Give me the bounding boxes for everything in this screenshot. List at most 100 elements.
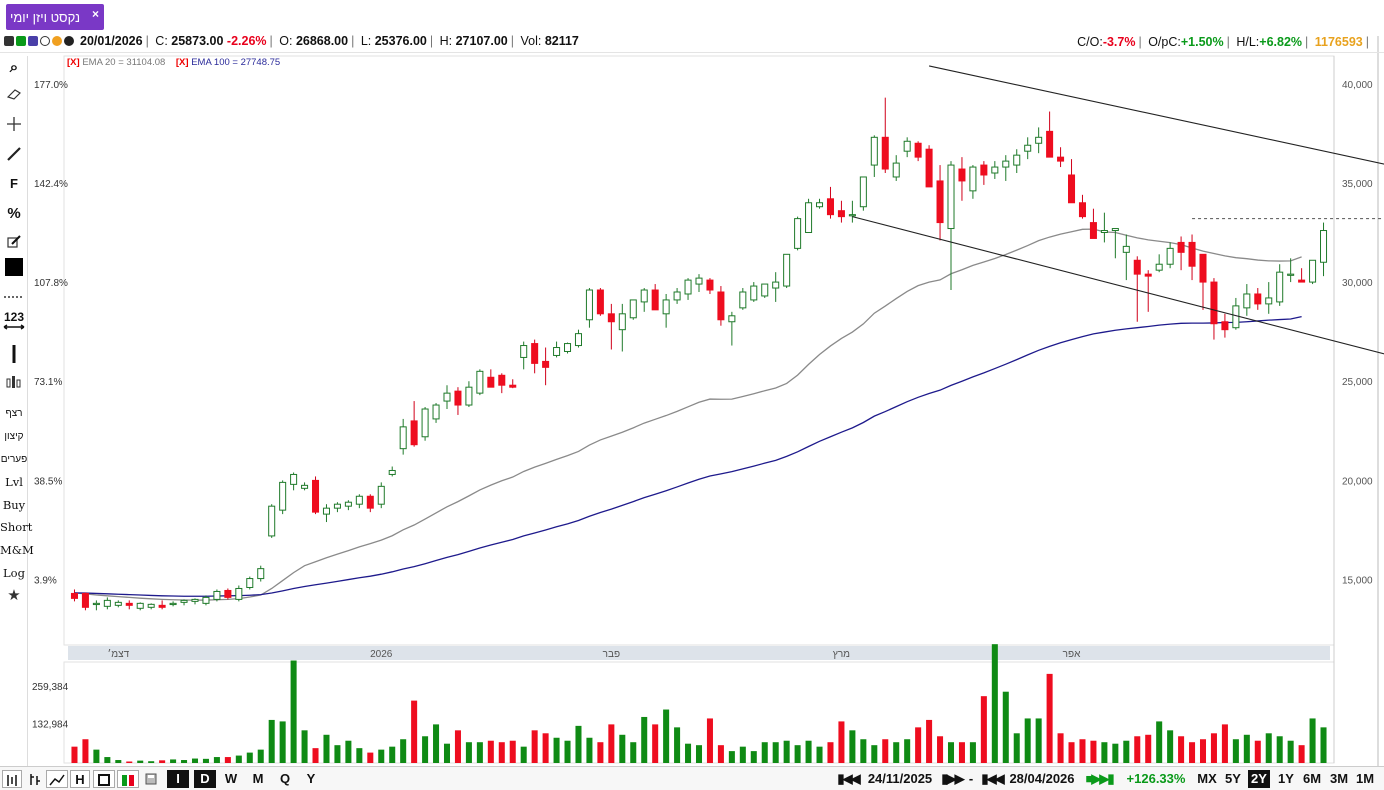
candle [925, 145, 933, 188]
volume-bar [1309, 718, 1316, 763]
vertical-line-icon[interactable] [0, 344, 28, 367]
interval-m-button[interactable]: M [252, 771, 264, 786]
dotted-line-icon[interactable] [0, 288, 28, 303]
volume-bar [1199, 739, 1207, 763]
cursor-icon[interactable] [2, 770, 22, 788]
line-chart-icon[interactable] [46, 770, 68, 788]
candle-body [1232, 305, 1240, 329]
percent-button[interactable]: % [7, 205, 21, 222]
range-1m-button[interactable]: 1M [1355, 771, 1375, 786]
sequence-button[interactable]: רצף [5, 408, 23, 419]
short-button[interactable]: Short [0, 520, 33, 534]
comment-icon[interactable] [64, 36, 74, 46]
extreme-button[interactable]: קיצון [4, 431, 24, 442]
candle [1199, 253, 1207, 310]
candle-color-icon[interactable] [117, 770, 139, 788]
range-6m-button[interactable]: 6M [1302, 771, 1322, 786]
lock-forward-icon[interactable]: ■▶▶▮ [1085, 771, 1114, 786]
tab-title: נקסט ויזן יומי [9, 9, 81, 25]
crosshair-icon[interactable] [0, 116, 28, 135]
candle [279, 480, 287, 515]
measure-button[interactable]: 123 [0, 311, 28, 330]
buy-button[interactable]: Buy [2, 498, 26, 512]
range-2y-button[interactable]: 2Y [1248, 770, 1270, 788]
color-swatch-icon[interactable] [0, 258, 28, 276]
level-button[interactable]: Lvl [5, 475, 23, 489]
volume-bar [1287, 740, 1294, 763]
volume-bar [652, 724, 659, 763]
volume-bar [1276, 736, 1283, 763]
target-icon[interactable] [52, 36, 62, 46]
interval-w-button[interactable]: W [224, 771, 238, 786]
bars-icon[interactable] [24, 770, 44, 788]
volume-bar [279, 721, 286, 763]
interval-i-button[interactable]: I [167, 770, 189, 788]
volume-bar [312, 748, 319, 763]
copyright-icon[interactable] [40, 36, 50, 46]
close-icon[interactable]: × [91, 7, 99, 21]
candle [257, 565, 265, 582]
end-date[interactable]: 28/04/2026 [1009, 771, 1075, 786]
candle [991, 161, 999, 179]
volume-bar [1057, 733, 1064, 763]
volume-value: 82117 [544, 34, 579, 48]
volume-bar [1167, 730, 1174, 763]
trendline-icon[interactable] [0, 146, 28, 165]
candle-body [1144, 273, 1152, 277]
star-icon[interactable]: ★ [7, 587, 21, 604]
chart-type-icon[interactable] [4, 36, 14, 46]
log-button[interactable]: Log [3, 566, 25, 580]
book-icon[interactable] [28, 36, 38, 46]
candle-body [290, 473, 298, 485]
volume-bar [717, 745, 724, 763]
eraser-icon[interactable] [0, 88, 28, 103]
ohlc-info-bar: 20/01/2026 | C: 25873.00 -2.26% | O: 26868… [0, 32, 1384, 53]
range-3m-button[interactable]: 3M [1329, 771, 1349, 786]
range-mx-button[interactable]: MX [1197, 771, 1217, 786]
box-icon[interactable] [93, 770, 115, 788]
volume-bar [323, 734, 330, 763]
remove-ema100-button[interactable]: [X] [175, 57, 189, 68]
range-5y-button[interactable]: 5Y [1225, 771, 1241, 786]
range-1y-button[interactable]: 1Y [1278, 771, 1294, 786]
candle-body [279, 481, 287, 511]
volume-bar [93, 749, 100, 763]
candle [1155, 254, 1163, 273]
candle [1177, 236, 1185, 271]
fibonacci-button[interactable]: F [10, 176, 18, 191]
volume-bar [783, 740, 790, 763]
candle-body [366, 495, 374, 509]
interval-q-button[interactable]: Q [279, 771, 291, 786]
h-button[interactable]: H [70, 770, 90, 788]
candle-body [651, 289, 659, 311]
line-icon[interactable] [16, 36, 26, 46]
candle-body [399, 426, 407, 450]
volume-bar [235, 755, 242, 763]
interval-y-button[interactable]: Y [306, 771, 316, 786]
pencil-icon[interactable] [0, 235, 28, 252]
mm-button[interactable]: M&M [0, 543, 34, 557]
chart-canvas[interactable]: דצמ׳ 2026 פבר מרץ אפר 40,000 35,000 30,000 25,00… [0, 0, 1384, 766]
date-axis-label: אפר [1063, 649, 1081, 660]
candle [629, 299, 637, 320]
candles-icon[interactable] [0, 374, 28, 393]
save-icon[interactable] [141, 770, 161, 788]
start-date[interactable]: 24/11/2025 [867, 771, 933, 786]
volume-bar [750, 751, 757, 763]
candle [1188, 234, 1196, 281]
candle [312, 476, 320, 515]
date-axis-label: מרץ [833, 649, 850, 660]
step-start-icon[interactable]: ▮▶▶ [941, 771, 964, 786]
volume-bar [1112, 743, 1119, 763]
chart-title-tab[interactable]: × נקסט ויזן יומי [6, 4, 104, 30]
search-icon[interactable]: ⌕ [9, 59, 19, 76]
gaps-button[interactable]: פערים [0, 454, 28, 465]
candle-body [750, 285, 758, 301]
rewind-end-icon[interactable]: ▮◀◀ [981, 771, 1004, 786]
volume-bar [148, 761, 155, 763]
volume-bar [1178, 736, 1185, 763]
remove-ema20-button[interactable]: [X] [67, 57, 80, 68]
candle [333, 502, 341, 513]
rewind-start-icon[interactable]: ▮◀◀ [837, 771, 860, 786]
interval-d-button[interactable]: D [194, 770, 216, 788]
